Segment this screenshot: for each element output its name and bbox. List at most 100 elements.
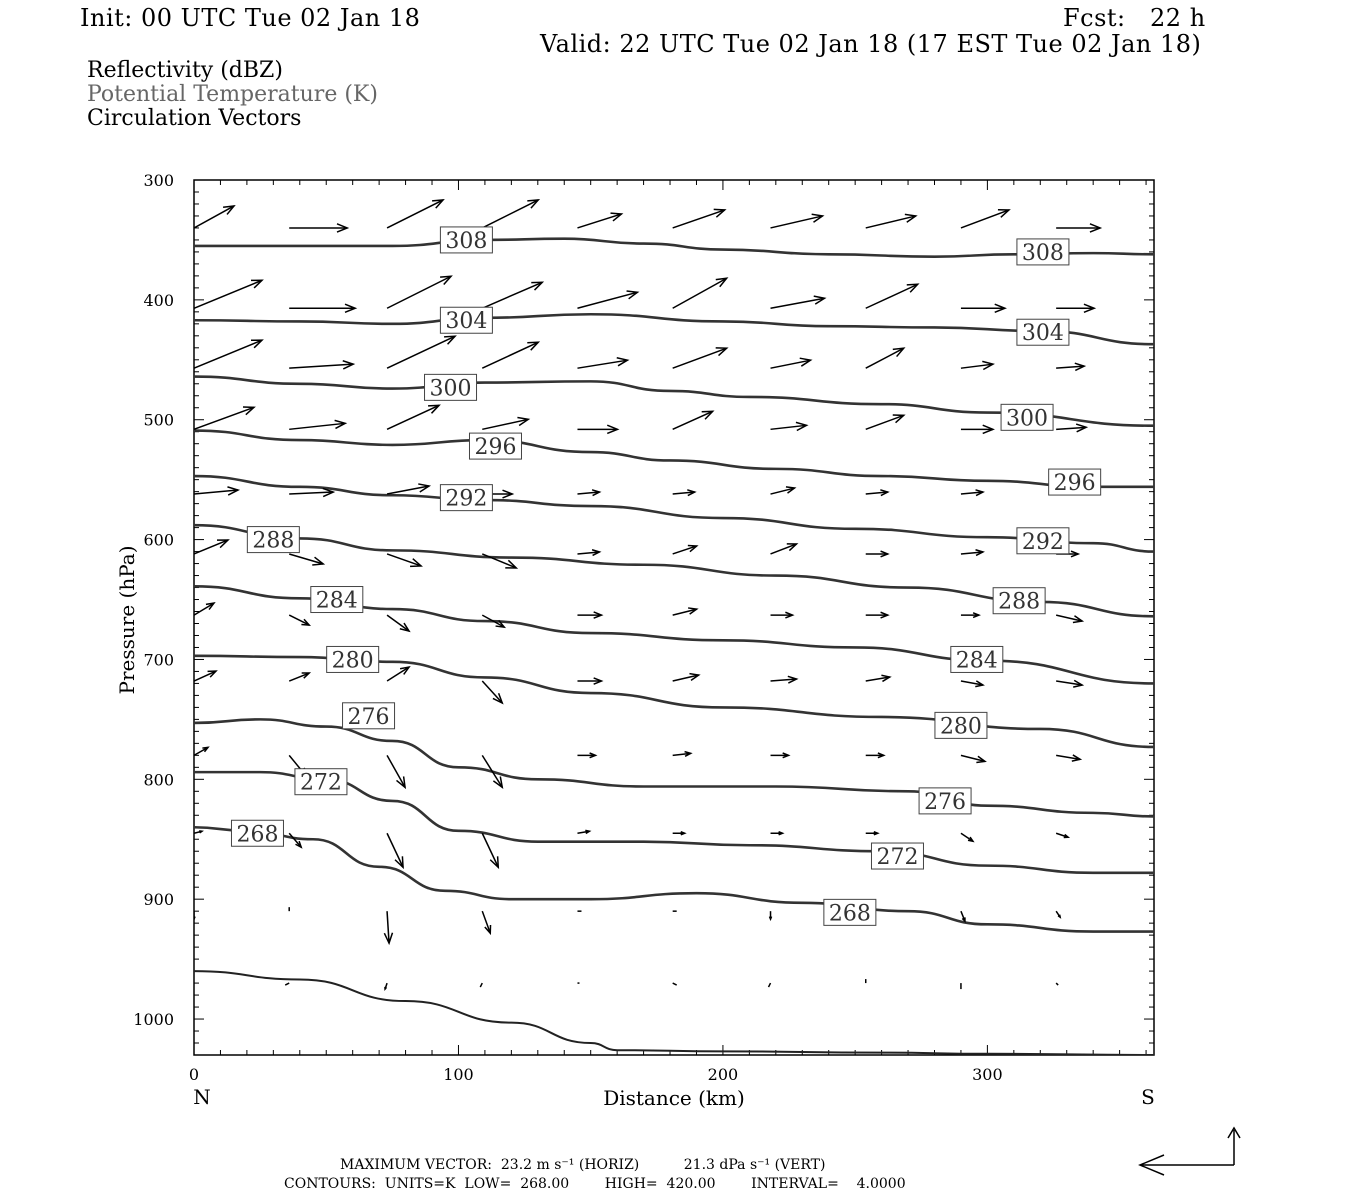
y-tick-labels: 300 400 500 600 700 800 900 1000 (133, 171, 174, 1029)
vector-shaft (288, 672, 310, 682)
contour-label-box (468, 432, 522, 460)
circulation-vector (289, 223, 350, 233)
vector-head (202, 746, 210, 753)
vector-shaft (577, 551, 600, 555)
vector-head (606, 424, 620, 435)
contour-label-text: 308 (1022, 241, 1064, 266)
vector-shaft (1056, 754, 1081, 761)
contour-label-text: 308 (445, 229, 487, 254)
vector-shaft (479, 982, 483, 988)
circulation-vector (386, 614, 411, 633)
vector-shaft (284, 982, 290, 986)
circulation-vector (865, 414, 906, 431)
circulation-vector (770, 295, 827, 309)
circulation-vector (865, 347, 906, 369)
contour-label: 280 (326, 645, 380, 673)
vector-shaft (865, 283, 919, 309)
vector-head (786, 543, 799, 552)
valid-time: Valid: 22 UTC Tue 02 Jan 18 (17 EST Tue … (540, 30, 1202, 58)
vector-shaft (865, 491, 888, 495)
vector-head (785, 611, 795, 619)
contour-label: 292 (439, 484, 493, 512)
vector-head (484, 924, 492, 936)
vector-head (527, 199, 541, 209)
contour-label: 272 (294, 768, 348, 796)
circulation-vector (672, 544, 699, 555)
circulation-vector (960, 549, 985, 557)
vector-head (242, 406, 256, 416)
vector-head (892, 347, 906, 358)
y-tick-label: 300 (143, 171, 174, 190)
vector-shaft (289, 422, 346, 431)
vector-shaft (577, 213, 622, 229)
vector-head (687, 544, 699, 553)
circulation-vectors (194, 199, 1103, 991)
circulation-vector (577, 357, 630, 369)
vector-head (994, 303, 1007, 314)
vector-head (975, 549, 985, 557)
vector-head (396, 776, 407, 790)
circulation-vector (577, 212, 624, 229)
vector-head (440, 275, 453, 285)
circulation-vector (960, 612, 981, 619)
vector-shaft (481, 553, 517, 569)
vector-head (312, 556, 326, 566)
contour-label-box (823, 898, 877, 926)
circulation-vector (865, 674, 892, 683)
vector-shaft (865, 676, 890, 682)
vector-shaft (481, 614, 505, 628)
vector-head (342, 360, 356, 370)
vector-shaft (672, 277, 728, 309)
vector-shaft (386, 666, 410, 682)
circulation-vector (386, 404, 441, 430)
vector-head (227, 486, 241, 496)
vector-head (1083, 303, 1097, 314)
circulation-vector (672, 607, 699, 616)
vector-shaft (481, 199, 539, 229)
contour-label-box (918, 787, 972, 815)
vector-head (880, 489, 890, 497)
y-tick-label: 500 (143, 411, 174, 430)
isentrope-308 (194, 237, 1154, 259)
contour-label: 276 (342, 702, 396, 730)
vector-shaft (1056, 365, 1085, 369)
contour-label: 288 (246, 526, 300, 554)
vector-head (880, 550, 890, 558)
contour-label-text: 300 (1006, 406, 1048, 431)
vector-shaft (194, 602, 215, 616)
legend-potential-temperature: Potential Temperature (K) (87, 82, 378, 107)
circulation-vector (770, 213, 825, 229)
vector-head (207, 670, 218, 678)
contour-label: 308 (1016, 238, 1070, 266)
circulation-vector (960, 910, 966, 924)
vector-head (593, 611, 604, 619)
vector-head (687, 489, 697, 497)
vector-head (492, 693, 504, 705)
vector-shaft (960, 754, 986, 763)
circulation-vector (481, 553, 519, 569)
vector-head (881, 674, 892, 683)
vector-head (795, 421, 809, 432)
surface-line (194, 970, 1154, 1055)
circulation-vector (770, 421, 809, 432)
circulation-vector (770, 675, 799, 684)
x-tick-label: 300 (972, 1065, 1003, 1084)
contour-label: 300 (1000, 403, 1054, 431)
circulation-vector (194, 406, 256, 431)
circulation-vector (672, 672, 701, 682)
vector-head (1057, 914, 1062, 919)
vector-head (591, 549, 602, 557)
vector-head (1063, 833, 1071, 839)
circulation-vector (960, 754, 987, 764)
vector-shaft (481, 281, 543, 309)
circulation-vector (577, 829, 592, 835)
vector-shaft (960, 363, 994, 369)
vector-head (495, 619, 507, 629)
vector-shaft (482, 418, 529, 431)
y-tick-label: 600 (143, 531, 174, 550)
circulation-vector (479, 982, 483, 988)
vector-head (428, 404, 441, 414)
circulation-vector (1056, 362, 1087, 372)
vector-shaft (865, 215, 916, 229)
circulation-vector (288, 553, 326, 566)
